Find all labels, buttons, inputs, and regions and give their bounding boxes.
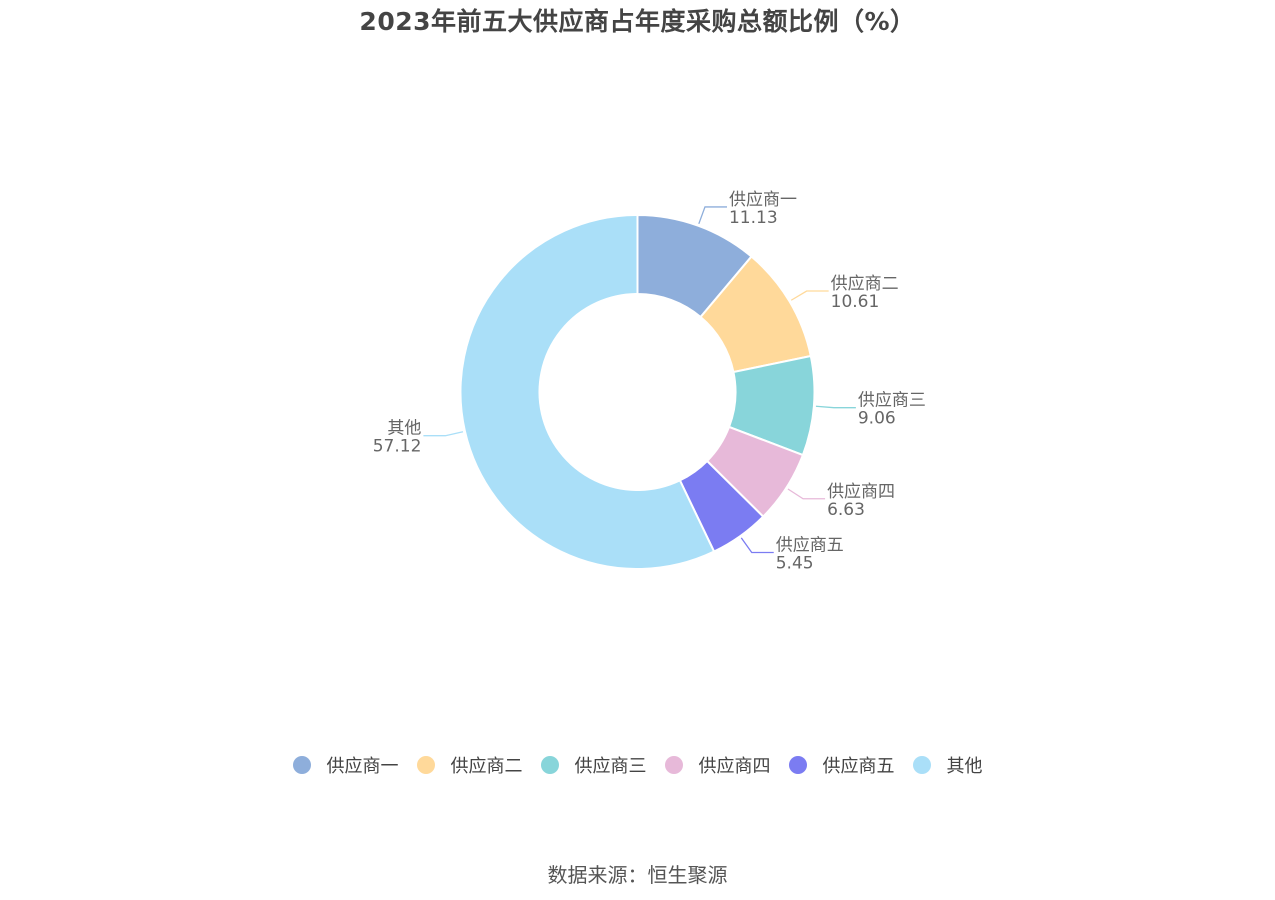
- legend-marker: [292, 756, 311, 774]
- leader-line: [698, 206, 727, 225]
- slice-value-label: 6.63: [827, 500, 865, 520]
- legend-label: 其他: [946, 756, 983, 777]
- slice-value-label: 10.61: [831, 292, 880, 312]
- legend-marker: [540, 756, 559, 774]
- legend-marker: [788, 756, 807, 774]
- legend-item[interactable]: 供应商四: [664, 752, 771, 778]
- source-note: 数据来源：恒生聚源: [547, 863, 728, 887]
- legend-item[interactable]: 供应商五: [788, 752, 895, 778]
- leader-line: [815, 405, 856, 409]
- legend-marker: [912, 756, 931, 774]
- legend: 供应商一 供应商二 供应商三 供应商四 供应商五 其他: [0, 752, 1275, 778]
- legend-label: 供应商四: [698, 756, 771, 777]
- legend-label: 供应商一: [326, 756, 399, 777]
- leader-line: [787, 488, 826, 500]
- leader-line: [790, 290, 829, 301]
- leader-line: [423, 431, 464, 437]
- slice-label: 供应商五: [776, 535, 844, 555]
- slice-label: 供应商三: [858, 391, 926, 411]
- slice-label: 其他: [387, 419, 421, 439]
- slice-value-label: 11.13: [729, 208, 778, 228]
- slice-value-label: 5.45: [776, 553, 814, 573]
- legend-label: 供应商三: [574, 756, 647, 777]
- legend-item[interactable]: 供应商二: [416, 752, 523, 778]
- leader-line: [740, 537, 774, 554]
- legend-item[interactable]: 供应商一: [292, 752, 399, 778]
- slice-value-label: 9.06: [858, 409, 896, 429]
- chart-title: 2023年前五大供应商占年度采购总额比例（%）: [359, 7, 916, 36]
- slice-label: 供应商一: [729, 190, 797, 210]
- legend-item[interactable]: 供应商三: [540, 752, 647, 778]
- donut-slice: [459, 213, 716, 570]
- legend-marker: [416, 756, 435, 774]
- slice-label: 供应商四: [827, 482, 895, 502]
- legend-item[interactable]: 其他: [912, 752, 983, 778]
- legend-label: 供应商五: [822, 756, 895, 777]
- legend-marker: [664, 756, 683, 774]
- slice-value-label: 57.12: [373, 437, 422, 457]
- legend-label: 供应商二: [450, 756, 523, 777]
- slice-label: 供应商二: [831, 274, 899, 294]
